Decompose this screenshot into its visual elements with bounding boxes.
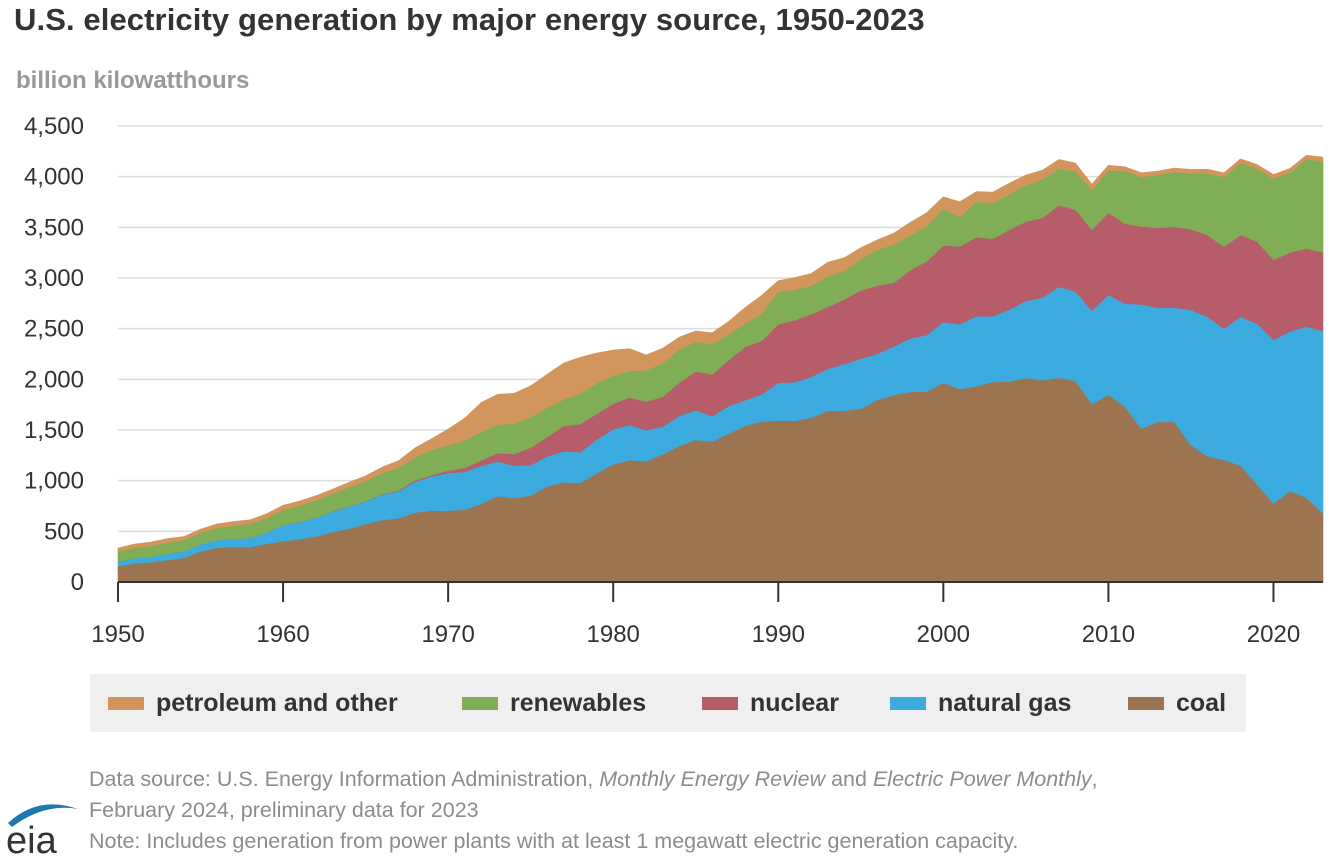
x-tick-label: 2010 (1082, 621, 1135, 648)
legend-label-nuclear: nuclear (750, 688, 839, 717)
source-line-1: Data source: U.S. Energy Information Adm… (89, 764, 1098, 795)
y-tick-labels: 0 500 1,000 1,500 2,000 2,500 3,000 3,500 4,000 4… (24, 113, 84, 596)
chart-plot: 0 500 1,000 1,500 2,000 2,500 3,000 3,500 4,000 4… (24, 113, 1324, 648)
legend-label-coal: coal (1176, 688, 1227, 717)
eia-logo-text: eia (6, 820, 58, 857)
source-publication-1: Monthly Energy Review (599, 767, 826, 791)
legend-item-nuclear: nuclear (702, 674, 839, 732)
x-tick-label: 2020 (1247, 621, 1300, 648)
x-tick-label: 1990 (752, 621, 805, 648)
legend-swatch-natural-gas (890, 696, 926, 710)
x-tick-label: 1970 (421, 621, 474, 648)
x-tick-label: 1950 (91, 621, 144, 648)
legend-swatch-renewables (462, 696, 498, 710)
legend-label-petroleum: petroleum and other (156, 688, 398, 717)
eia-logo: eia (6, 804, 78, 857)
legend-item-renewables: renewables (462, 674, 646, 732)
source-suffix: , (1091, 767, 1098, 791)
x-tick-labels: 1950 1960 1970 1980 1990 2000 2010 2020 (91, 621, 1300, 648)
y-tick-label: 1,500 (24, 417, 84, 444)
eia-logo-swoosh (8, 804, 78, 827)
y-tick-label: 0 (71, 569, 84, 596)
data-source-note: Data source: U.S. Energy Information Adm… (89, 764, 1098, 857)
source-mid: and (825, 767, 873, 791)
legend-item-coal: coal (1128, 674, 1226, 732)
y-tick-label: 4,000 (24, 164, 84, 191)
legend-swatch-nuclear (702, 696, 738, 710)
x-axis (117, 581, 1323, 602)
x-tick-label: 1960 (256, 621, 309, 648)
legend-label-natural-gas: natural gas (938, 688, 1072, 717)
stacked-areas (117, 154, 1324, 583)
y-tick-label: 2,500 (24, 316, 84, 343)
legend-swatch-petroleum (108, 696, 144, 710)
legend: petroleum and other renewables nuclear n… (90, 674, 1246, 732)
source-line-2: February 2024, preliminary data for 2023 (89, 798, 479, 822)
legend-swatch-coal (1128, 696, 1164, 710)
source-prefix: Data source: U.S. Energy Information Adm… (89, 767, 600, 791)
y-tick-label: 500 (44, 518, 84, 545)
legend-item-natural-gas: natural gas (890, 674, 1071, 732)
x-tick-label: 2000 (917, 621, 970, 648)
chart-title: U.S. electricity generation by major ene… (14, 2, 925, 37)
y-tick-label: 4,500 (24, 113, 84, 140)
y-tick-label: 2,000 (24, 366, 84, 393)
x-tick-label: 1980 (587, 621, 640, 648)
source-publication-2: Electric Power Monthly (872, 767, 1092, 791)
y-tick-label: 3,000 (24, 265, 84, 292)
source-line-3: Note: Includes generation from power pla… (89, 829, 1019, 853)
legend-item-petroleum: petroleum and other (108, 674, 398, 732)
y-tick-label: 1,000 (24, 468, 84, 495)
y-axis-label: billion kilowatthours (16, 67, 250, 94)
area-petroleum (117, 154, 1324, 552)
legend-label-renewables: renewables (510, 688, 647, 717)
y-tick-label: 3,500 (24, 214, 84, 241)
